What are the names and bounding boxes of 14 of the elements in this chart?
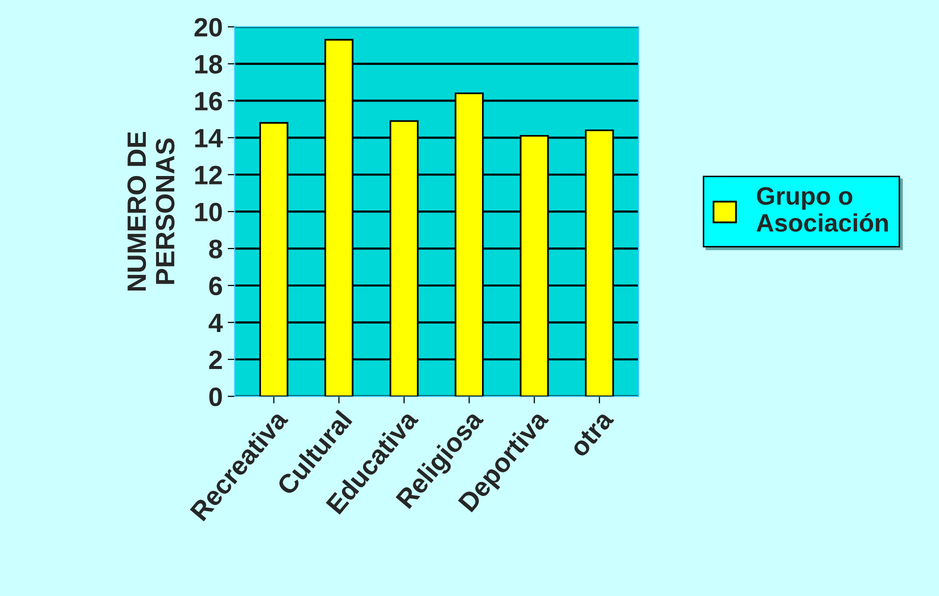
y-tick-label: 14 xyxy=(195,129,223,148)
y-axis-title: NUMERO DE PERSONAS xyxy=(127,132,174,290)
y-tick-label: 20 xyxy=(194,18,222,37)
legend-label: Grupo o Asociación xyxy=(756,187,888,232)
y-tick-label: 2 xyxy=(209,350,222,369)
y-tick-label: 12 xyxy=(195,166,222,184)
y-tick-label: 18 xyxy=(195,54,222,74)
y-tick-label: 16 xyxy=(195,92,222,111)
y-tick-label: 10 xyxy=(195,202,222,222)
y-tick-label: 8 xyxy=(209,240,222,258)
x-tick-label: otra xyxy=(570,409,614,458)
y-tick-label: 6 xyxy=(209,276,222,296)
y-tick-label: 0 xyxy=(209,387,222,406)
y-tick-label: 4 xyxy=(208,314,223,332)
